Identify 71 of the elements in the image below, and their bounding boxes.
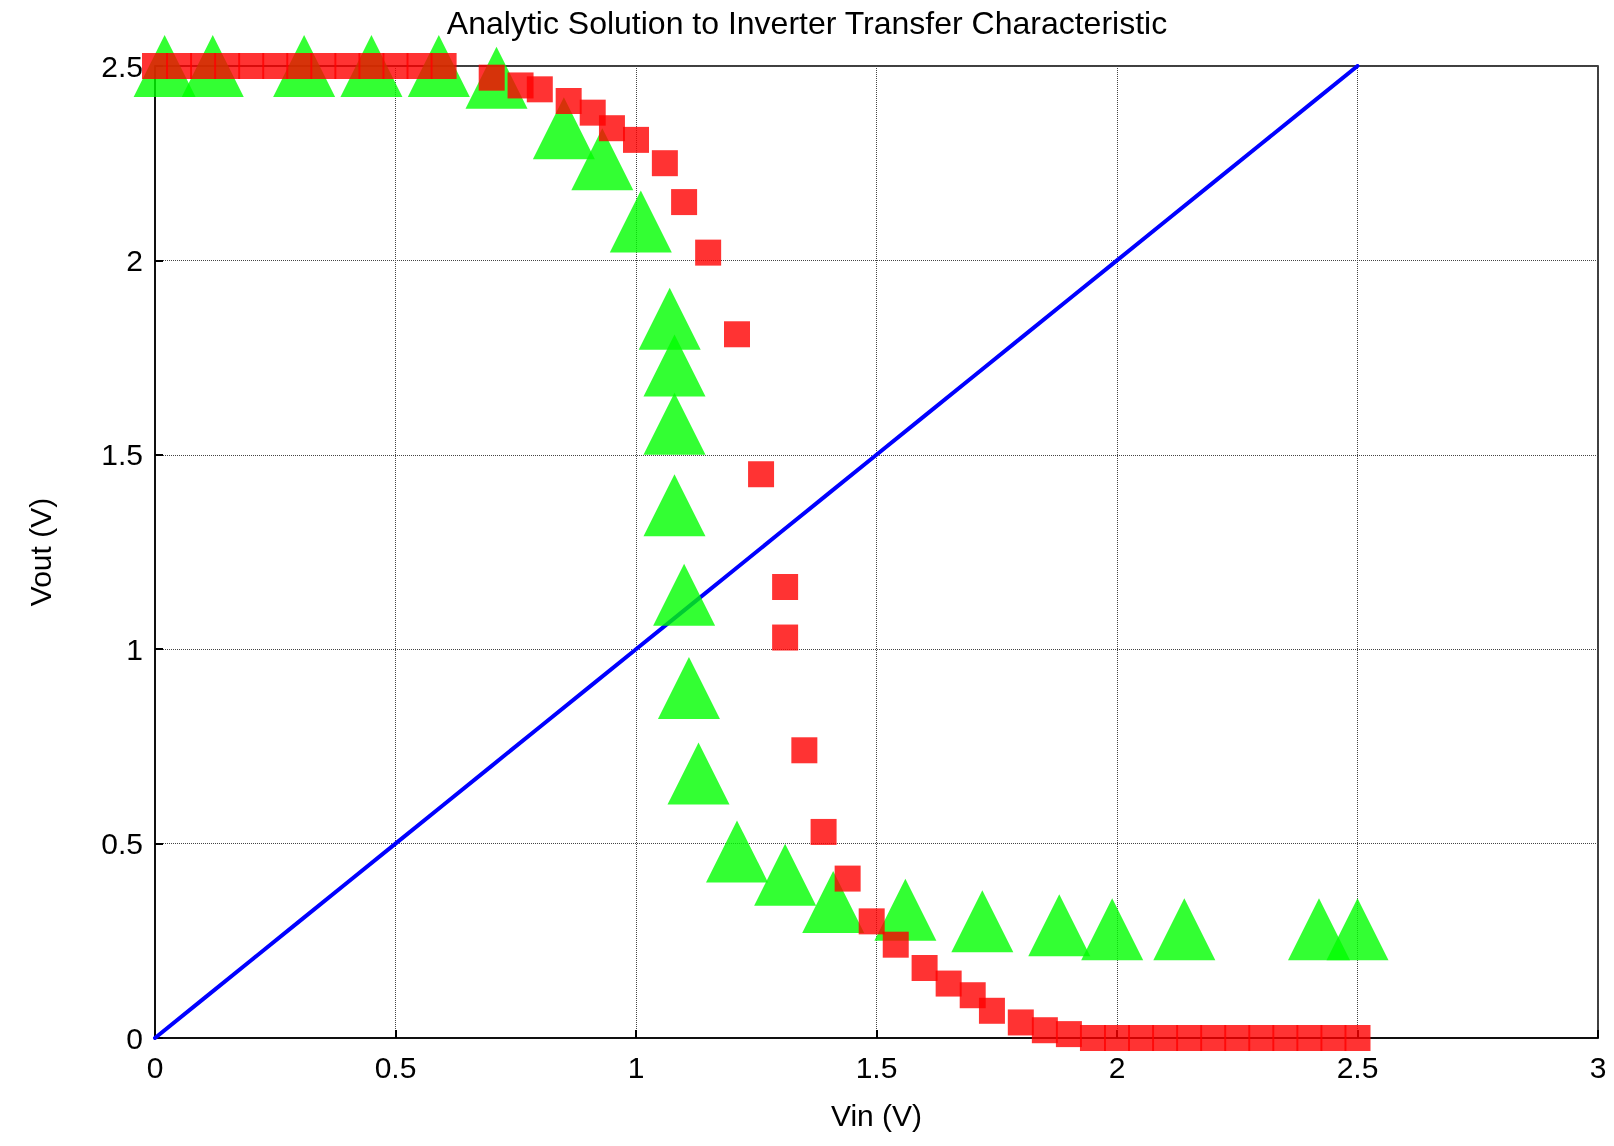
point — [772, 624, 799, 651]
point — [1007, 1009, 1034, 1036]
point — [1200, 1025, 1227, 1051]
point — [1344, 1025, 1371, 1051]
point — [1326, 898, 1389, 961]
point — [609, 190, 672, 253]
point — [598, 115, 625, 142]
point — [310, 53, 337, 79]
point — [810, 818, 837, 845]
point — [526, 76, 553, 103]
point — [382, 53, 409, 79]
point — [643, 334, 706, 397]
point — [406, 53, 433, 79]
x-tick-label: 3 — [1589, 1050, 1607, 1084]
point — [1320, 1025, 1347, 1051]
point — [754, 843, 817, 906]
point — [1176, 1025, 1203, 1051]
point — [935, 970, 962, 997]
point — [791, 737, 818, 764]
point — [748, 461, 775, 488]
point — [834, 865, 861, 892]
point — [657, 657, 720, 720]
y-tick-label: 2 — [126, 243, 143, 277]
point — [695, 239, 722, 266]
point — [772, 573, 799, 600]
point — [951, 890, 1014, 953]
point — [1104, 1025, 1130, 1051]
y-tick-label: 2.5 — [101, 49, 143, 83]
point — [1248, 1025, 1275, 1051]
x-tick-label: 1 — [627, 1050, 645, 1084]
point — [1079, 1025, 1106, 1051]
point — [911, 955, 938, 982]
point — [638, 287, 701, 350]
point — [238, 53, 265, 79]
point — [262, 53, 289, 79]
point — [334, 53, 361, 79]
point — [166, 53, 193, 79]
point — [978, 997, 1005, 1024]
point — [671, 189, 698, 216]
point — [651, 150, 678, 177]
point — [1272, 1025, 1299, 1051]
point — [667, 742, 730, 805]
point — [1152, 1025, 1179, 1051]
point — [858, 908, 885, 935]
point — [1224, 1025, 1251, 1051]
point — [1031, 1017, 1058, 1044]
x-axis-title: Vin (V) — [830, 1098, 923, 1132]
y-tick-label: 1 — [126, 632, 143, 666]
point — [643, 474, 706, 537]
point — [1055, 1021, 1082, 1048]
x-tick-label: 0.5 — [374, 1050, 417, 1084]
y-tick-label: 0 — [126, 1021, 143, 1055]
point — [653, 563, 716, 626]
point — [555, 87, 582, 114]
x-tick-label: 1.5 — [855, 1050, 898, 1084]
point — [1153, 898, 1216, 961]
point — [882, 931, 909, 958]
point — [724, 321, 751, 348]
point — [1128, 1025, 1155, 1051]
y-tick-label: 1.5 — [101, 438, 143, 472]
point — [1081, 898, 1144, 961]
point — [643, 392, 706, 455]
y-tick-label: 0.5 — [101, 827, 143, 861]
point — [214, 53, 241, 79]
point — [1296, 1025, 1323, 1051]
chart-title: Analytic Solution to Inverter Transfer Characteristic — [446, 5, 1168, 41]
y-axis-title: Vout (V) — [23, 497, 57, 607]
x-tick-label: 2.5 — [1336, 1050, 1379, 1084]
x-tick-label: 2 — [1108, 1050, 1126, 1084]
point — [623, 126, 649, 153]
point — [706, 820, 769, 883]
